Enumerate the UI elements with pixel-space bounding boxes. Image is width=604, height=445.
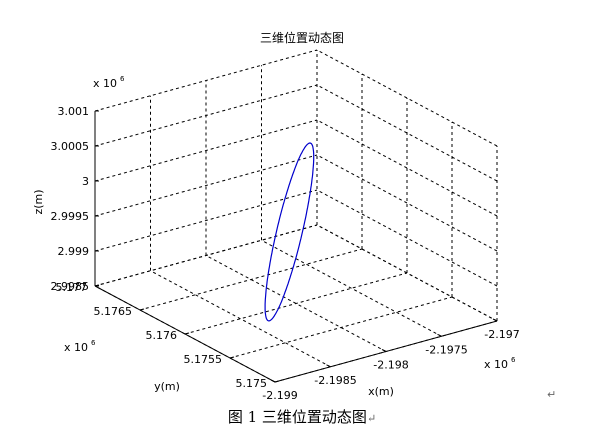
x-tick [437, 333, 442, 337]
y-tick [184, 332, 190, 335]
grid-line [316, 189, 498, 287]
x-tick [492, 318, 498, 322]
grid-line [316, 119, 498, 217]
x-tick-label: -2.198 [373, 359, 408, 372]
grid-line [94, 119, 318, 182]
grid-line [261, 239, 442, 337]
y-tick [229, 356, 235, 359]
grid-line [316, 224, 498, 322]
x-axis-label: x(m) [368, 385, 394, 398]
trajectory-series [264, 142, 315, 322]
chart-title: 三维位置动态图 [260, 30, 344, 45]
grid-line [316, 49, 498, 147]
y-tick-label: 5.177 [56, 281, 88, 294]
grid-line [94, 84, 318, 147]
x-tick-label: -2.1985 [314, 374, 356, 387]
z-tick-label: 2.9995 [51, 210, 90, 223]
y-tick-label: 5.1765 [94, 305, 133, 318]
para-mark: ↵ [547, 388, 557, 401]
y-tick-label: 5.1755 [184, 353, 223, 366]
x-tick-label: -2.197 [484, 328, 519, 341]
y-exponent-label-sup: 6 [91, 339, 96, 347]
grid-line [316, 154, 498, 252]
z-tick-label: 2.9985 [51, 280, 90, 293]
figure-caption: 图 1 三维位置动态图↵ [0, 406, 604, 427]
y-axis-label: y(m) [154, 380, 180, 393]
y-tick [139, 308, 145, 311]
x-tick [270, 379, 276, 383]
grid-line [139, 248, 363, 311]
y-tick-label: 5.176 [146, 329, 178, 342]
x-tick [326, 364, 331, 368]
x-exponent-label: x 10 [484, 358, 508, 371]
grid-line [94, 224, 318, 287]
grid-line [94, 49, 318, 112]
z-tick-label: 2.999 [58, 245, 90, 258]
z-axis-label: z(m) [32, 189, 45, 214]
x-tick-label: -2.1975 [425, 343, 467, 356]
z-tick-label: 3.001 [58, 105, 90, 118]
figure-caption-text: 图 1 三维位置动态图 [227, 408, 367, 426]
grid-line [316, 84, 498, 182]
z-tick-label: 3 [82, 175, 89, 188]
grid-line [150, 270, 331, 368]
y-exponent-label: x 10 [64, 341, 88, 354]
caption-para-mark: ↵ [366, 412, 377, 425]
plot-3d: -2.199 -2.1985 -2.198 -2.1975 -2.197 5.175 5.1… [32, 30, 520, 400]
x-exponent-label-sup: 6 [511, 356, 516, 364]
z-tick-label: 3.0005 [51, 140, 90, 153]
grid-line [94, 189, 318, 252]
x-tick [381, 349, 387, 352]
grid-line [229, 296, 453, 359]
y-tick-label: 5.175 [236, 377, 268, 390]
x-tick-label: -2.199 [262, 389, 297, 400]
z-exponent-label-sup: 6 [120, 75, 125, 83]
y-tick [274, 380, 280, 383]
z-exponent-label: x 10 [93, 77, 117, 90]
grid-line [94, 154, 318, 217]
grid-line [184, 272, 408, 335]
